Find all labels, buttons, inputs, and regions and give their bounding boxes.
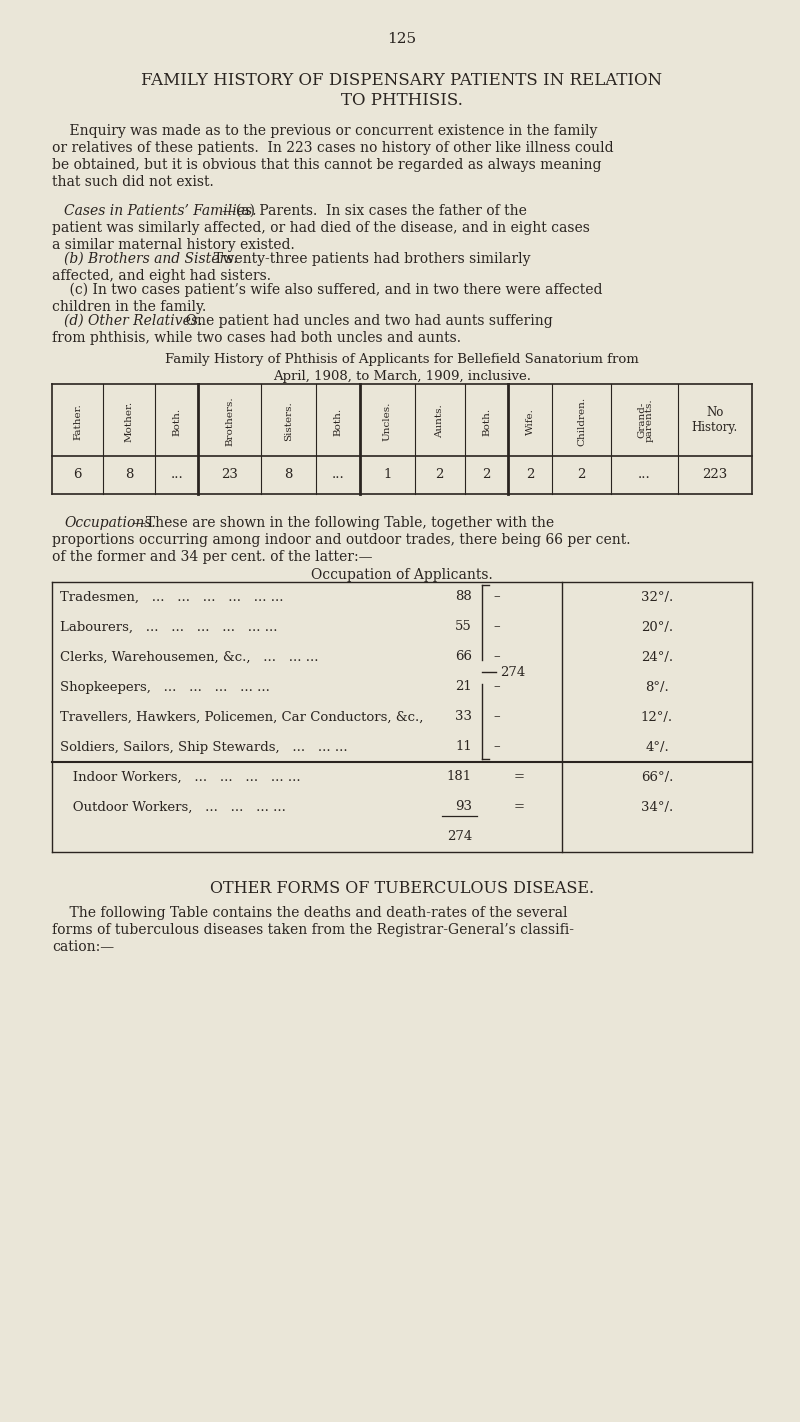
Text: Indoor Workers,   ...   ...   ...   ... ...: Indoor Workers, ... ... ... ... ...: [60, 771, 301, 784]
Text: FAMILY HISTORY OF DISPENSARY PATIENTS IN RELATION: FAMILY HISTORY OF DISPENSARY PATIENTS IN…: [142, 73, 662, 90]
Text: Occupations.: Occupations.: [64, 516, 156, 530]
Text: Children.: Children.: [577, 397, 586, 447]
Text: Brothers.: Brothers.: [226, 397, 234, 447]
Text: or relatives of these patients.  In 223 cases no history of other like illness c: or relatives of these patients. In 223 c…: [52, 141, 614, 155]
Text: 33: 33: [455, 711, 472, 724]
Text: History.: History.: [692, 421, 738, 435]
Text: Tradesmen,   ...   ...   ...   ...   ... ...: Tradesmen, ... ... ... ... ... ...: [60, 590, 283, 603]
Text: ...: ...: [638, 468, 651, 482]
Text: Clerks, Warehousemen, &c.,   ...   ... ...: Clerks, Warehousemen, &c., ... ... ...: [60, 650, 318, 664]
Text: 23: 23: [222, 468, 238, 482]
Text: 8: 8: [285, 468, 293, 482]
Text: 8: 8: [125, 468, 134, 482]
Text: cation:—: cation:—: [52, 940, 114, 954]
Text: TO PHTHISIS.: TO PHTHISIS.: [341, 92, 463, 109]
Text: Occupation of Applicants.: Occupation of Applicants.: [311, 567, 493, 582]
Text: (d) Other Relatives.: (d) Other Relatives.: [64, 314, 202, 328]
Text: 24°/.: 24°/.: [641, 650, 673, 664]
Text: Both.: Both.: [172, 407, 181, 435]
Text: OTHER FORMS OF TUBERCULOUS DISEASE.: OTHER FORMS OF TUBERCULOUS DISEASE.: [210, 880, 594, 897]
Text: forms of tuberculous diseases taken from the Registrar-General’s classifi-: forms of tuberculous diseases taken from…: [52, 923, 574, 937]
Text: Aunts.: Aunts.: [435, 405, 444, 438]
Text: –: –: [494, 741, 500, 754]
Text: =: =: [514, 801, 525, 813]
Text: April, 1908, to March, 1909, inclusive.: April, 1908, to March, 1909, inclusive.: [273, 370, 531, 383]
Text: –: –: [494, 620, 500, 633]
Text: parents.: parents.: [645, 398, 654, 442]
Text: Cases in Patients’ Families.: Cases in Patients’ Families.: [64, 203, 257, 218]
Text: 274: 274: [446, 830, 472, 843]
Text: 2: 2: [482, 468, 491, 482]
Text: 2: 2: [435, 468, 444, 482]
Text: children in the family.: children in the family.: [52, 300, 206, 314]
Text: affected, and eight had sisters.: affected, and eight had sisters.: [52, 269, 271, 283]
Text: 6: 6: [74, 468, 82, 482]
Text: 223: 223: [702, 468, 727, 482]
Text: Shopkeepers,   ...   ...   ...   ... ...: Shopkeepers, ... ... ... ... ...: [60, 681, 270, 694]
Text: Labourers,   ...   ...   ...   ...   ... ...: Labourers, ... ... ... ... ... ...: [60, 620, 278, 633]
Text: 88: 88: [455, 590, 472, 603]
Text: proportions occurring among indoor and outdoor trades, there being 66 per cent.: proportions occurring among indoor and o…: [52, 533, 630, 547]
Text: Wife.: Wife.: [526, 408, 534, 435]
Text: of the former and 34 per cent. of the latter:—: of the former and 34 per cent. of the la…: [52, 550, 373, 565]
Text: 2: 2: [526, 468, 534, 482]
Text: –: –: [494, 650, 500, 664]
Text: Enquiry was made as to the previous or concurrent existence in the family: Enquiry was made as to the previous or c…: [52, 124, 598, 138]
Text: 274: 274: [500, 665, 526, 678]
Text: Father.: Father.: [74, 402, 82, 439]
Text: (c) In two cases patient’s wife also suffered, and in two there were affected: (c) In two cases patient’s wife also suf…: [52, 283, 602, 297]
Text: Soldiers, Sailors, Ship Stewards,   ...   ... ...: Soldiers, Sailors, Ship Stewards, ... ..…: [60, 741, 348, 754]
Text: Family History of Phthisis of Applicants for Bellefield Sanatorium from: Family History of Phthisis of Applicants…: [165, 353, 639, 365]
Text: 20°/.: 20°/.: [641, 620, 673, 633]
Text: 34°/.: 34°/.: [641, 801, 673, 813]
Text: –: –: [494, 590, 500, 603]
Text: —These are shown in the following Table, together with the: —These are shown in the following Table,…: [132, 516, 554, 530]
Text: 55: 55: [455, 620, 472, 633]
Text: 12°/.: 12°/.: [641, 711, 673, 724]
Text: 93: 93: [455, 801, 472, 813]
Text: 11: 11: [455, 741, 472, 754]
Text: Both.: Both.: [334, 407, 342, 435]
Text: be obtained, but it is obvious that this cannot be regarded as always meaning: be obtained, but it is obvious that this…: [52, 158, 602, 172]
Text: Both.: Both.: [482, 407, 491, 435]
Text: ...: ...: [331, 468, 344, 482]
Text: Travellers, Hawkers, Policemen, Car Conductors, &c.,: Travellers, Hawkers, Policemen, Car Cond…: [60, 711, 423, 724]
Text: 1: 1: [383, 468, 391, 482]
Text: Mother.: Mother.: [125, 401, 134, 442]
Text: 181: 181: [447, 771, 472, 784]
Text: 66: 66: [455, 650, 472, 664]
Text: One patient had uncles and two had aunts suffering: One patient had uncles and two had aunts…: [177, 314, 553, 328]
Text: Grand-: Grand-: [637, 402, 646, 438]
Text: The following Table contains the deaths and death-rates of the several: The following Table contains the deaths …: [52, 906, 567, 920]
Text: patient was similarly affected, or had died of the disease, and in eight cases: patient was similarly affected, or had d…: [52, 220, 590, 235]
Text: No: No: [706, 405, 723, 418]
Text: 66°/.: 66°/.: [641, 771, 673, 784]
Text: =: =: [514, 771, 525, 784]
Text: Uncles.: Uncles.: [382, 402, 392, 441]
Text: that such did not exist.: that such did not exist.: [52, 175, 214, 189]
Text: 4°/.: 4°/.: [645, 741, 669, 754]
Text: ...: ...: [170, 468, 183, 482]
Text: 21: 21: [455, 681, 472, 694]
Text: —(a) Parents.  In six cases the father of the: —(a) Parents. In six cases the father of…: [222, 203, 527, 218]
Text: 125: 125: [387, 33, 417, 46]
Text: –: –: [494, 681, 500, 694]
Text: Sisters.: Sisters.: [284, 401, 294, 441]
Text: a similar maternal history existed.: a similar maternal history existed.: [52, 237, 294, 252]
Text: 8°/.: 8°/.: [645, 681, 669, 694]
Text: 32°/.: 32°/.: [641, 590, 673, 603]
Text: (b) Brothers and Sisters.: (b) Brothers and Sisters.: [64, 252, 238, 266]
Text: –: –: [494, 711, 500, 724]
Text: Outdoor Workers,   ...   ...   ... ...: Outdoor Workers, ... ... ... ...: [60, 801, 286, 813]
Text: Twenty-three patients had brothers similarly: Twenty-three patients had brothers simil…: [206, 252, 530, 266]
Text: from phthisis, while two cases had both uncles and aunts.: from phthisis, while two cases had both …: [52, 331, 461, 346]
Text: 2: 2: [578, 468, 586, 482]
